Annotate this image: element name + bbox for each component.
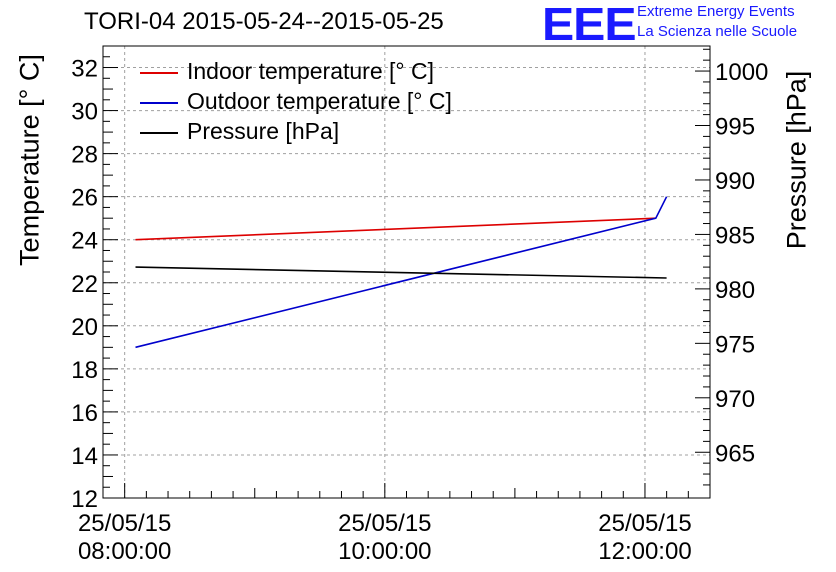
y-tick-label: 20: [71, 314, 98, 341]
y2-tick-label: 985: [715, 222, 755, 249]
legend-swatch-indoor: [140, 72, 178, 74]
y-tick-label: 26: [71, 185, 98, 212]
y-tick-label: 16: [71, 400, 98, 427]
y-tick-label: 14: [71, 443, 98, 470]
x-tick-label-date: 25/05/15: [338, 510, 431, 537]
x-tick-label-date: 25/05/15: [598, 510, 691, 537]
legend-swatch-pressure: [140, 132, 178, 134]
y2-tick-label: 1000: [715, 59, 768, 86]
chart-title: TORI-04 2015-05-24--2015-05-25: [84, 8, 444, 35]
y2-tick-label: 995: [715, 114, 755, 141]
grid-lines: [103, 46, 710, 498]
x-tick-label-time: 08:00:00: [78, 538, 171, 565]
y2-tick-label: 980: [715, 277, 755, 304]
legend-swatch-outdoor: [140, 102, 178, 104]
x-tick-label-date: 25/05/15: [78, 510, 171, 537]
series-lines: [135, 196, 668, 349]
eee-logo: EEE: [542, 0, 637, 50]
series-line-0: [135, 217, 656, 241]
legend-label-pressure: Pressure [hPa]: [187, 118, 340, 144]
x-tick-label-time: 12:00:00: [598, 538, 691, 565]
y-axis-label-right: Pressure [hPa]: [781, 70, 812, 250]
x-tick-label-time: 10:00:00: [338, 538, 431, 565]
legend-label-indoor: Indoor temperature [° C]: [187, 58, 434, 84]
y-tick-label: 18: [71, 357, 98, 384]
y2-tick-label: 970: [715, 386, 755, 413]
y-tick-label: 28: [71, 142, 98, 169]
logo-text-line-1: Extreme Energy Events: [637, 3, 795, 20]
y2-tick-label: 975: [715, 331, 755, 358]
axes: 12 14 16 18 20 22 24 26 28 30 32 965 970 975 980 985 990…: [71, 48, 768, 565]
y-tick-label: 32: [71, 56, 98, 83]
series-line-2: [135, 266, 667, 279]
y2-tick-label: 990: [715, 168, 755, 195]
legend-label-outdoor: Outdoor temperature [° C]: [187, 88, 452, 114]
series-line-1: [135, 196, 668, 349]
y-tick-label: 24: [71, 228, 98, 255]
y-tick-label: 30: [71, 99, 98, 126]
y-tick-label: 22: [71, 271, 98, 298]
y2-tick-label: 965: [715, 440, 755, 467]
y-tick-label: 12: [71, 486, 98, 513]
logo-text-line-2: La Scienza nelle Scuole: [637, 23, 798, 40]
y-axis-label-left: Temperature [° C]: [14, 54, 45, 266]
